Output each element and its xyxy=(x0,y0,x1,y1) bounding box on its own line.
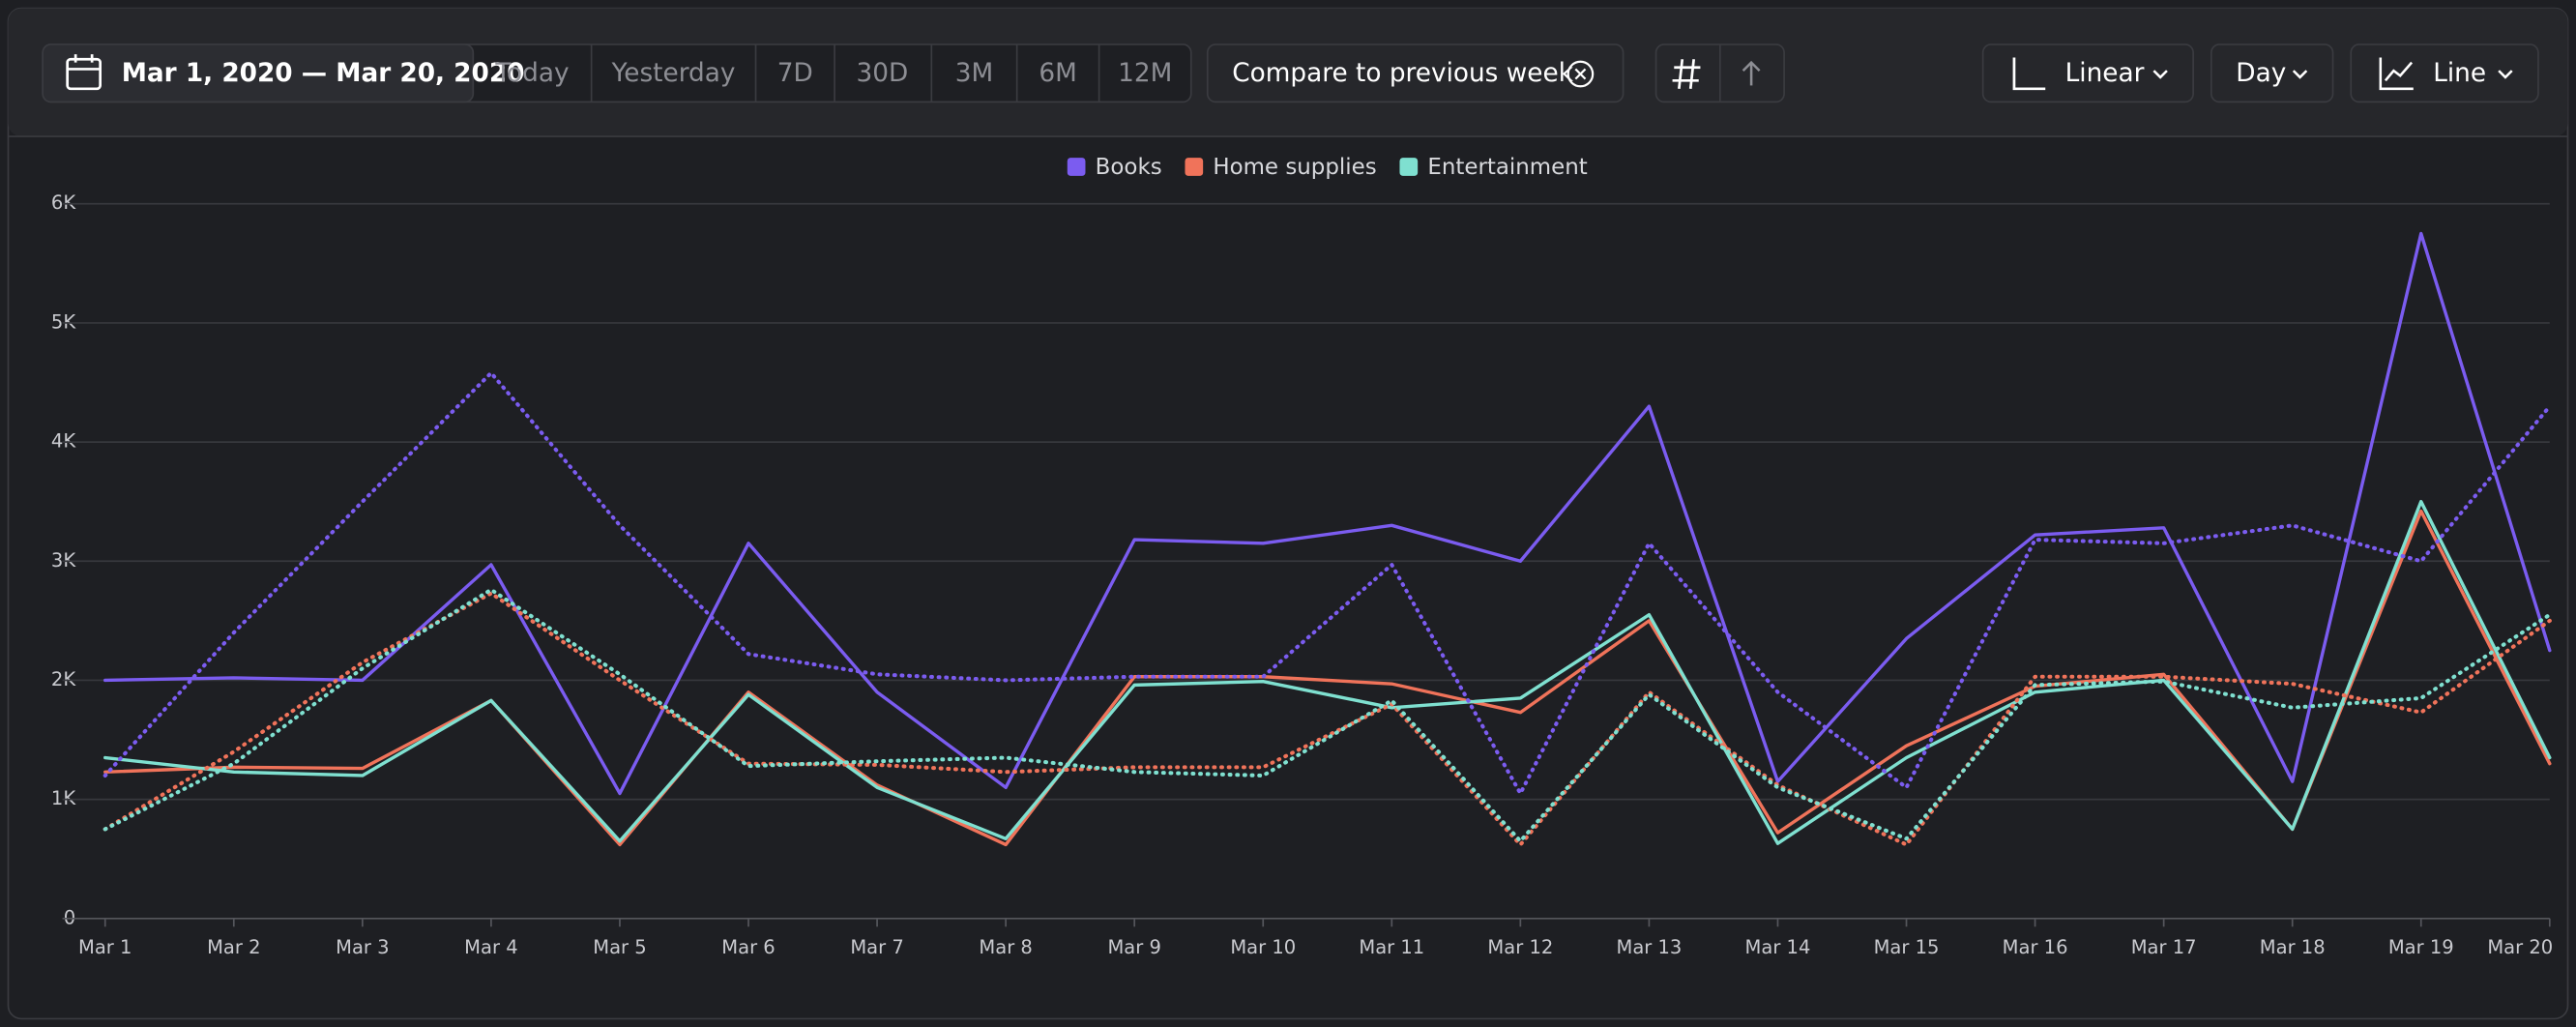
x-tick-label: Mar 4 xyxy=(464,936,517,958)
chart-kind-label: Line xyxy=(2433,59,2486,88)
preset-button[interactable]: Today xyxy=(494,59,569,88)
legend-label: Entertainment xyxy=(1427,155,1587,180)
preset-button[interactable]: 12M xyxy=(1118,59,1172,88)
legend: Books Home supplies Entertainment xyxy=(1068,155,1588,180)
x-tick-label: Mar 17 xyxy=(2131,936,2197,958)
x-tick-label: Mar 11 xyxy=(1359,936,1424,958)
legend-label: Books xyxy=(1096,155,1162,180)
x-tick-label: Mar 13 xyxy=(1616,936,1682,958)
x-tick-label: Mar 9 xyxy=(1107,936,1160,958)
legend-swatch xyxy=(1068,158,1086,176)
x-tick-label: Mar 8 xyxy=(979,936,1032,958)
y-tick-label: 3K xyxy=(51,549,76,572)
x-tick-label: Mar 2 xyxy=(207,936,260,958)
x-tick-label: Mar 1 xyxy=(78,936,132,958)
preset-button[interactable]: 3M xyxy=(955,59,993,88)
y-tick-label: 1K xyxy=(51,787,76,809)
x-tick-label: Mar 14 xyxy=(1745,936,1811,958)
date-range: Mar 1, 2020 — Mar 20, 2020 xyxy=(122,59,525,88)
x-tick-label: Mar 10 xyxy=(1230,936,1296,958)
preset-button[interactable]: 6M xyxy=(1039,59,1076,88)
x-tick-label: Mar 15 xyxy=(1874,936,1940,958)
interval-label: Day xyxy=(2236,59,2286,88)
x-tick-label: Mar 20 xyxy=(2487,936,2553,958)
compare-label: Compare to previous week xyxy=(1232,59,1573,88)
preset-button[interactable]: 7D xyxy=(777,59,813,88)
x-tick-label: Mar 16 xyxy=(2003,936,2068,958)
legend-swatch xyxy=(1399,158,1418,176)
preset-button[interactable]: 30D xyxy=(856,59,908,88)
y-tick-label: 4K xyxy=(51,430,76,453)
y-tick-label: 0 xyxy=(64,906,75,928)
y-tick-label: 6K xyxy=(51,191,76,214)
x-tick-label: Mar 19 xyxy=(2388,936,2454,958)
x-tick-label: Mar 12 xyxy=(1487,936,1553,958)
scale-label: Linear xyxy=(2065,59,2145,88)
x-tick-label: Mar 6 xyxy=(721,936,775,958)
x-tick-label: Mar 5 xyxy=(593,936,646,958)
x-tick-label: Mar 3 xyxy=(336,936,389,958)
legend-swatch xyxy=(1185,158,1203,176)
y-tick-label: 5K xyxy=(51,310,76,333)
x-tick-label: Mar 18 xyxy=(2260,936,2326,958)
x-tick-label: Mar 7 xyxy=(850,936,903,958)
legend-label: Home supplies xyxy=(1213,155,1376,180)
preset-button[interactable]: Yesterday xyxy=(611,59,736,88)
y-tick-label: 2K xyxy=(51,668,76,690)
